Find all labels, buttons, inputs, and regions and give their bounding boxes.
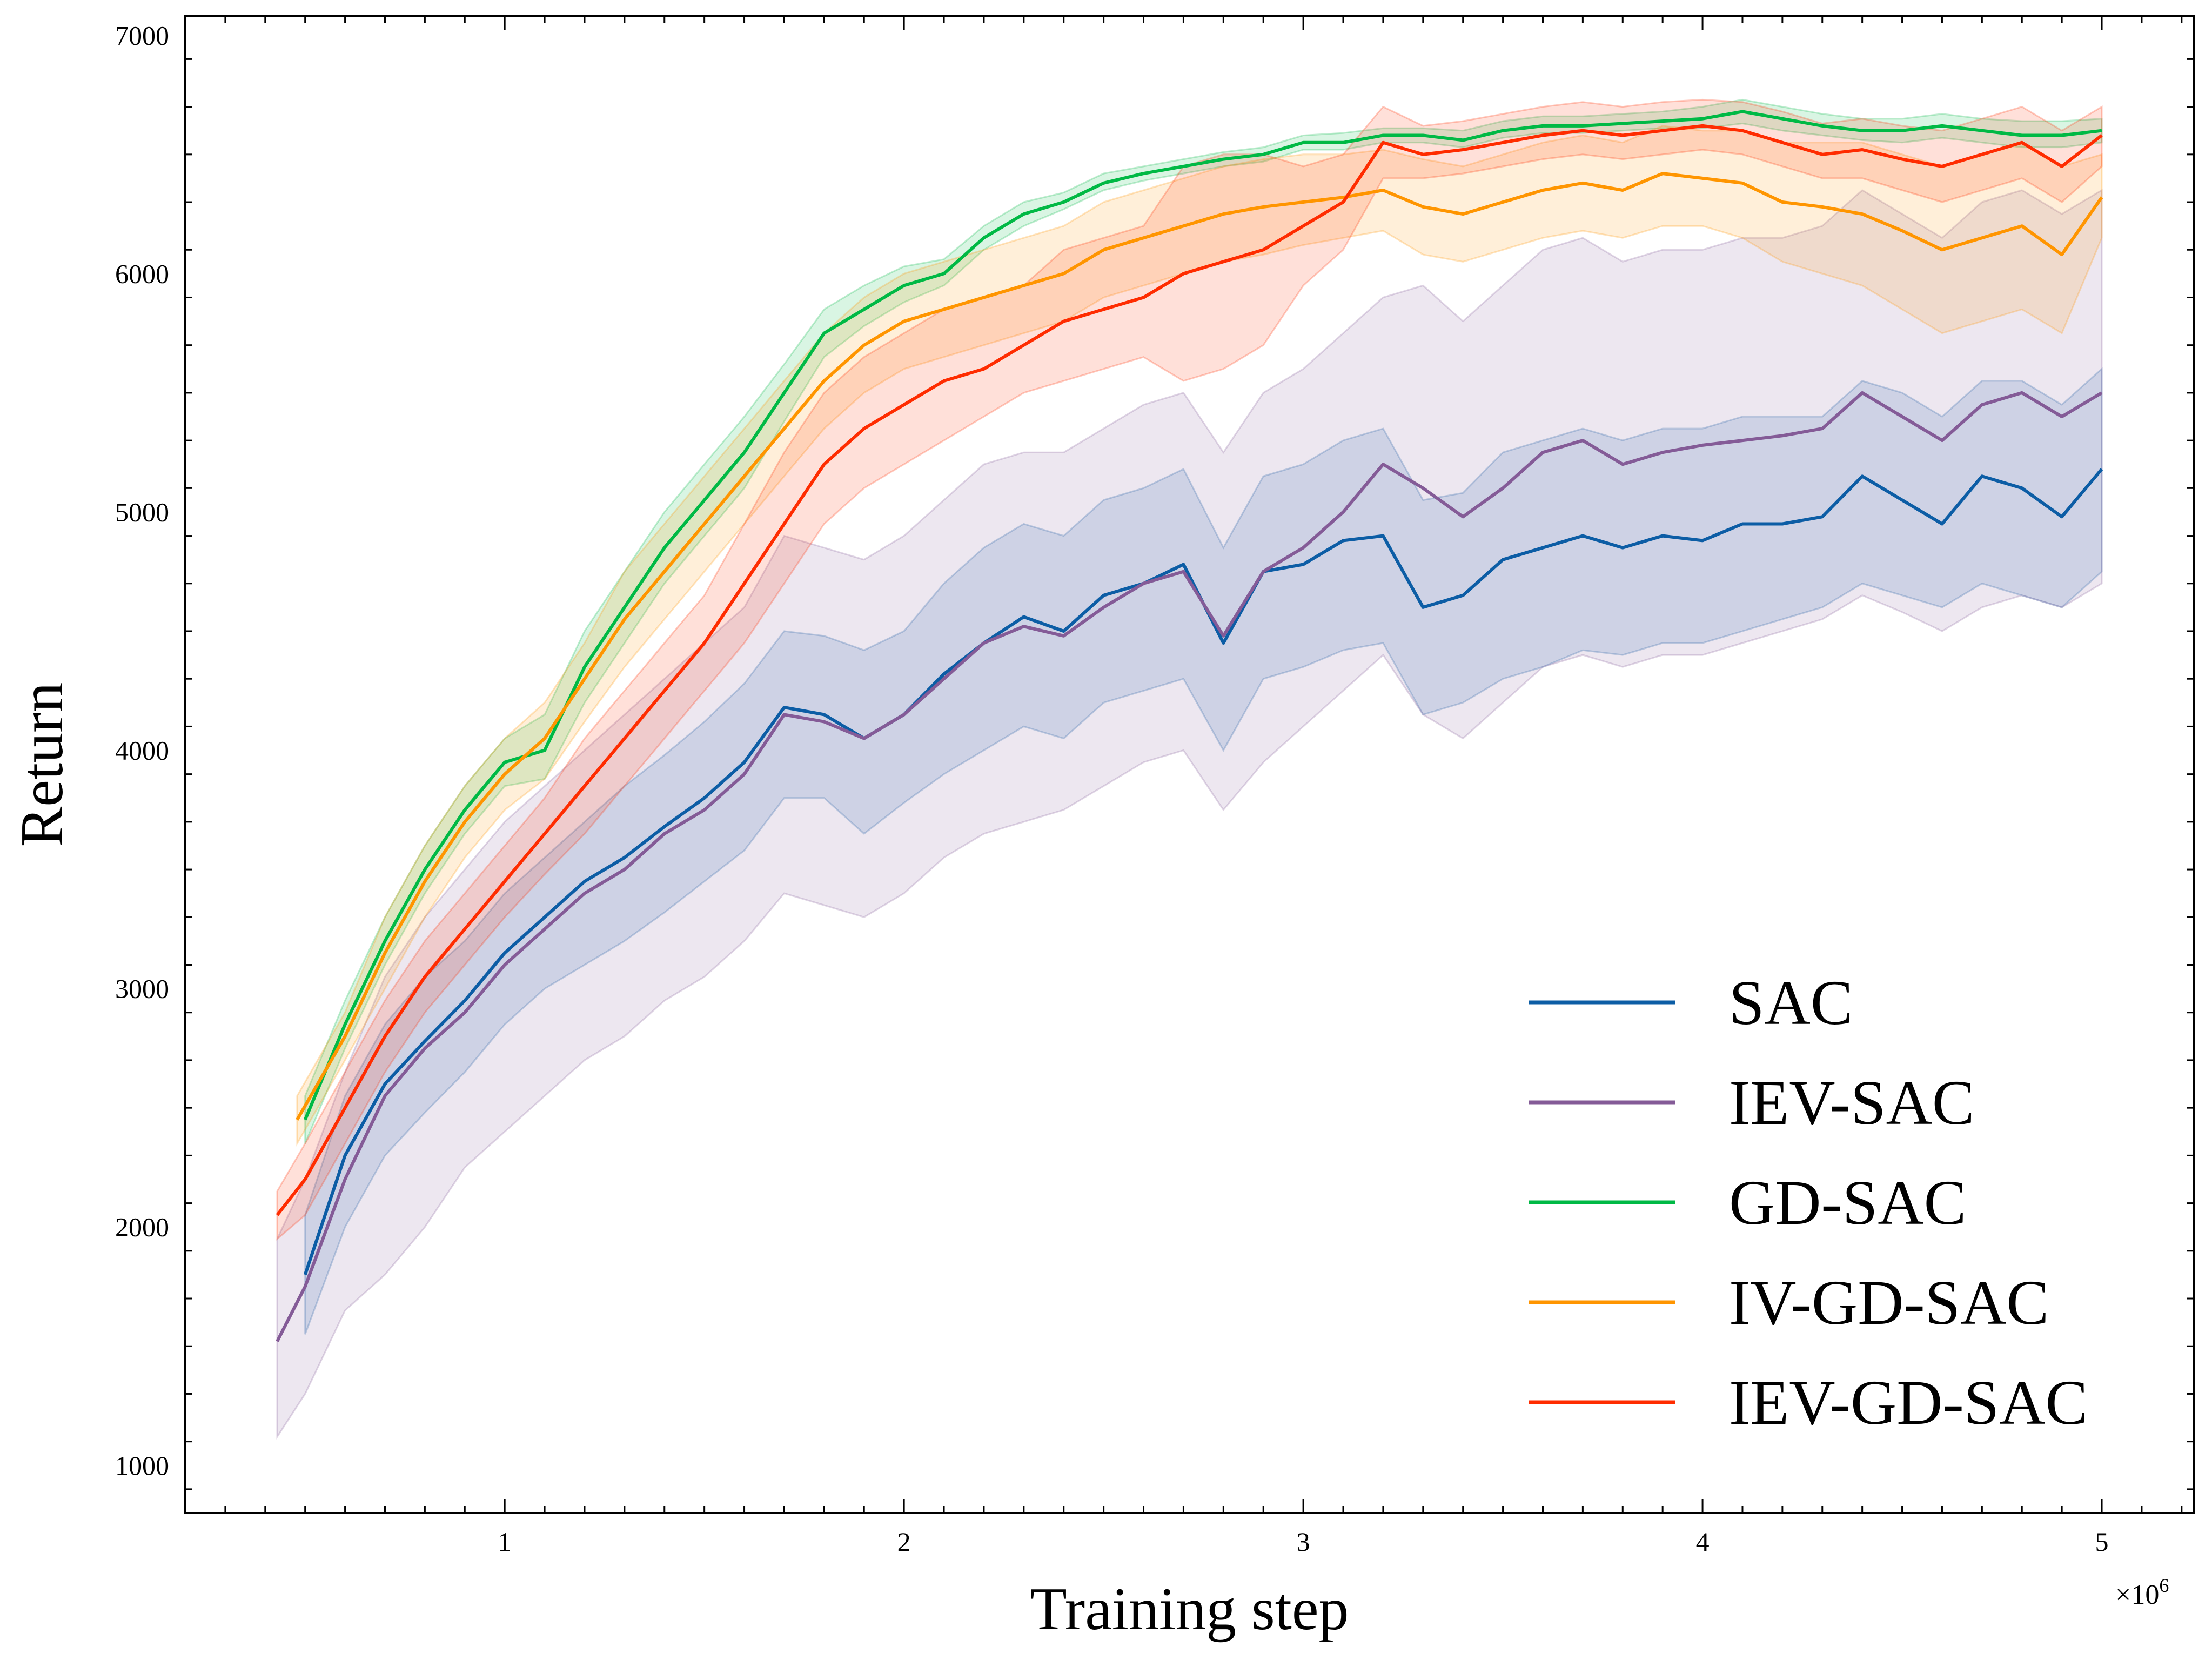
confidence-bands: [276, 98, 2103, 1440]
line-iv-gd-sac: [296, 172, 2103, 1121]
legend-label-iev-gd-sac: IEV-GD-SAC: [1729, 1367, 2088, 1438]
legend-label-iv-gd-sac: IV-GD-SAC: [1729, 1267, 2049, 1338]
y-tick-label: 2000: [115, 1212, 169, 1242]
y-tick-label: 5000: [115, 497, 169, 527]
plot-frame: [184, 15, 2195, 1514]
y-tick-label: 7000: [115, 20, 169, 50]
y-tick-label: 6000: [115, 258, 169, 289]
x-tick-label: 1: [498, 1527, 512, 1557]
x-tick-label: 2: [897, 1527, 911, 1557]
x-axis-ticks: 1 2 3 4 5: [224, 16, 2183, 1557]
x-axis-scale-base: ×10: [2115, 1579, 2159, 1610]
line-iev-gd-sac: [276, 124, 2103, 1216]
band-iev-gd-sac: [276, 98, 2103, 1241]
legend-label-sac: SAC: [1729, 967, 1853, 1038]
legend: SAC IEV-SAC GD-SAC IV-GD-SAC IEV-GD-SAC: [1529, 967, 2088, 1438]
y-tick-label: 1000: [115, 1450, 169, 1481]
x-tick-label: 3: [1297, 1527, 1310, 1557]
y-axis-ticks: 1000 2000 3000 4000 5000 6000 7000: [115, 20, 2194, 1490]
y-axis-title: Return: [9, 682, 76, 847]
band-iev-sac: [276, 189, 2103, 1440]
y-tick-label: 4000: [115, 735, 169, 766]
band-sac: [304, 367, 2103, 1335]
band-iv-gd-sac: [296, 125, 2103, 1147]
band-gd-sac: [304, 98, 2103, 1144]
x-tick-label: 4: [1696, 1527, 1710, 1557]
y-tick-label: 3000: [115, 974, 169, 1004]
legend-label-gd-sac: GD-SAC: [1729, 1167, 1966, 1238]
line-iev-sac: [276, 391, 2103, 1342]
x-axis-title: Training step: [1030, 1576, 1349, 1643]
x-axis-scale-factor: ×106: [2115, 1575, 2169, 1610]
series-lines: [276, 110, 2103, 1342]
line-gd-sac: [303, 110, 2102, 1121]
x-axis-scale-exponent: 6: [2159, 1575, 2169, 1596]
x-tick-label: 5: [2095, 1527, 2109, 1557]
legend-label-iev-sac: IEV-SAC: [1729, 1067, 1975, 1138]
